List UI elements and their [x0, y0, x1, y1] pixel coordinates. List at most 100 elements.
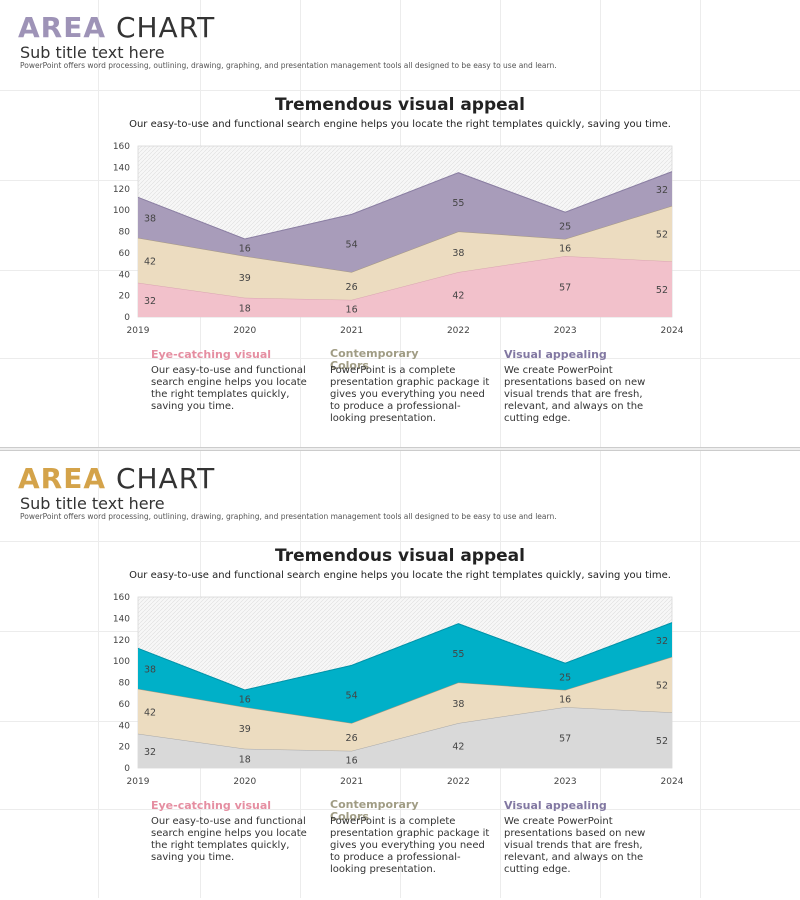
slide-title: AREA CHART: [18, 463, 215, 495]
x-tick-label: 2021: [340, 777, 363, 787]
subtitle: Sub title text here: [20, 494, 165, 513]
data-label: 38: [144, 214, 156, 225]
data-label: 16: [239, 244, 251, 255]
data-label: 42: [144, 256, 156, 267]
slide-separator: [0, 447, 800, 451]
slide-title: AREA CHART: [18, 12, 215, 44]
data-label: 52: [656, 736, 668, 747]
area-series-2: [138, 656, 672, 751]
data-label: 52: [656, 681, 668, 692]
data-label: 52: [656, 285, 668, 296]
y-tick-label: 40: [119, 721, 131, 731]
area-series-3: [138, 622, 672, 724]
data-label: 38: [452, 248, 464, 259]
data-label: 32: [656, 185, 668, 196]
feature-text-3: We create PowerPoint presentations based…: [504, 365, 646, 424]
y-tick-label: 100: [113, 206, 130, 216]
area-chart: 0 20 40 60 80 100 120 140 160 2019 2020 2021 2022 202…: [113, 593, 684, 787]
y-tick-label: 100: [113, 657, 130, 667]
data-label: 42: [452, 742, 464, 753]
slide-1: AREA CHART Sub title text here PowerPoin…: [0, 0, 800, 447]
y-tick-label: 20: [119, 292, 131, 302]
data-label: 42: [452, 291, 464, 302]
data-label: 57: [559, 283, 571, 294]
y-tick-label: 120: [113, 185, 130, 195]
data-label: 38: [144, 665, 156, 676]
x-tick-label: 2020: [233, 777, 256, 787]
chart-subtitle: Our easy-to-use and functional search en…: [129, 119, 671, 130]
y-tick-label: 60: [119, 700, 131, 710]
feature-title-1: Eye-catching visual: [151, 348, 272, 361]
feature-title-1: Eye-catching visual: [151, 799, 272, 812]
data-label: 54: [346, 239, 358, 250]
area-series-1: [138, 707, 672, 768]
feature-title-3: Visual appealing: [504, 799, 607, 812]
data-label: 55: [452, 198, 464, 209]
data-label: 16: [559, 695, 571, 706]
slide-2: AREA CHART Sub title text here PowerPoin…: [0, 451, 800, 898]
x-tick-label: 2024: [661, 326, 684, 336]
x-tick-label: 2023: [554, 777, 577, 787]
data-label: 52: [656, 230, 668, 241]
data-label: 16: [559, 244, 571, 255]
data-label: 16: [346, 304, 358, 315]
title-word: CHART: [115, 11, 216, 44]
series-line-3: [137, 622, 673, 691]
x-tick-label: 2019: [127, 326, 150, 336]
area-series-1: [138, 256, 672, 317]
y-tick-label: 40: [119, 270, 131, 280]
feature-title-2: Contemporary Colors: [330, 347, 419, 372]
data-label: 32: [656, 636, 668, 647]
description: PowerPoint offers word processing, outli…: [20, 512, 557, 521]
data-label: 32: [144, 747, 156, 758]
chart-subtitle: Our easy-to-use and functional search en…: [129, 570, 671, 581]
feature-text-1: Our easy-to-use and functional search en…: [151, 816, 307, 863]
y-tick-label: 120: [113, 636, 130, 646]
series-line-3: [137, 171, 673, 240]
data-label: 26: [346, 733, 358, 744]
data-label: 54: [346, 690, 358, 701]
y-tick-label: 160: [113, 593, 130, 603]
data-label: 25: [559, 222, 571, 233]
x-tick-label: 2022: [447, 777, 470, 787]
x-tick-label: 2019: [127, 777, 150, 787]
feature-text-3: We create PowerPoint presentations based…: [504, 816, 646, 875]
feature-title-2: Contemporary Colors: [330, 798, 419, 823]
feature-text-1: Our easy-to-use and functional search en…: [151, 365, 307, 412]
data-label: 16: [239, 695, 251, 706]
data-label: 38: [452, 699, 464, 710]
feature-text-2: PowerPoint is a complete presentation gr…: [330, 816, 490, 875]
data-label: 18: [239, 303, 251, 314]
y-tick-label: 0: [124, 764, 130, 774]
data-label: 18: [239, 754, 251, 765]
data-label: 42: [144, 707, 156, 718]
feature-text-2: PowerPoint is a complete presentation gr…: [330, 365, 490, 424]
data-label: 25: [559, 673, 571, 684]
chart-title: Tremendous visual appeal: [275, 546, 525, 566]
description: PowerPoint offers word processing, outli…: [20, 61, 557, 70]
y-tick-label: 60: [119, 249, 131, 259]
title-word: CHART: [115, 462, 216, 495]
subtitle: Sub title text here: [20, 43, 165, 62]
y-tick-label: 0: [124, 313, 130, 323]
area-series-2: [138, 205, 672, 300]
chart-title: Tremendous visual appeal: [275, 95, 525, 115]
data-label: 39: [239, 724, 251, 735]
title-accent-word: AREA: [18, 462, 107, 495]
data-label: 16: [346, 755, 358, 766]
feature-title-3: Visual appealing: [504, 348, 607, 361]
data-label: 39: [239, 273, 251, 284]
title-accent-word: AREA: [18, 11, 107, 44]
data-label: 26: [346, 282, 358, 293]
area-series-3: [138, 171, 672, 273]
x-tick-label: 2021: [340, 326, 363, 336]
area-chart: 0 20 40 60 80 100 120 140 160 2019 2020 2021 2022 202…: [113, 142, 684, 336]
x-tick-label: 2024: [661, 777, 684, 787]
y-tick-label: 160: [113, 142, 130, 152]
x-tick-label: 2020: [233, 326, 256, 336]
data-label: 32: [144, 296, 156, 307]
data-label: 57: [559, 734, 571, 745]
x-tick-label: 2023: [554, 326, 577, 336]
y-tick-label: 80: [119, 228, 131, 238]
y-tick-label: 20: [119, 743, 131, 753]
